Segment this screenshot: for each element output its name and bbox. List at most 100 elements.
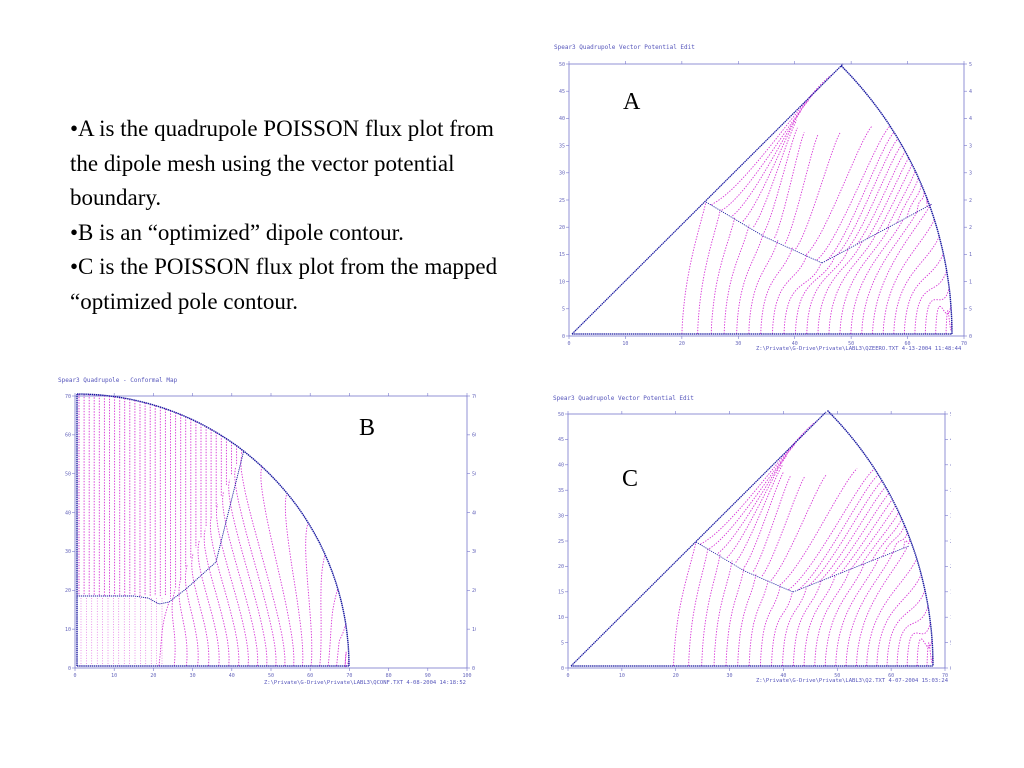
flux-line (748, 579, 769, 667)
flux-line (788, 468, 875, 591)
flux-line (736, 232, 765, 335)
flux-line (697, 209, 721, 335)
flux-line (735, 464, 784, 563)
y-tick-label: 15 (558, 590, 564, 596)
flux-line (222, 491, 259, 667)
flux-line (926, 642, 934, 667)
y-tick-label: 20 (65, 588, 71, 594)
flux-line (835, 557, 880, 667)
flux-line (784, 133, 819, 244)
flux-line (209, 516, 240, 667)
flux-line (935, 305, 952, 335)
flux-line (761, 476, 805, 577)
flux-line (336, 624, 347, 667)
y-tick-label-right: 40 (472, 510, 476, 516)
flux-line (742, 110, 802, 222)
flux-line (717, 444, 795, 554)
flux-line (681, 201, 707, 335)
flux-line (798, 474, 879, 591)
flux-line (708, 433, 806, 550)
flux-line (284, 492, 304, 667)
flux-line (713, 560, 733, 667)
flux-line (783, 262, 822, 335)
pole-contour (705, 201, 823, 264)
x-tick-label: 10 (622, 341, 628, 347)
flux-line (260, 466, 295, 667)
y-tick-label-right: 35 (969, 143, 972, 149)
flux-line (845, 552, 894, 667)
x-tick-label: 70 (346, 673, 352, 679)
y-tick-label-right: 10 (472, 627, 476, 633)
flux-line (240, 455, 286, 666)
flux-line (782, 586, 808, 667)
x-tick-label: 60 (905, 341, 911, 347)
y-tick-label: 30 (558, 513, 564, 519)
label-a: A (623, 89, 641, 115)
flux-line (234, 467, 277, 667)
flux-line (871, 518, 903, 561)
x-tick-label: 0 (567, 341, 570, 347)
x-tick-label: 20 (673, 673, 679, 679)
y-tick-label-right: 50 (950, 412, 951, 418)
flux-line (752, 475, 792, 572)
y-tick-label: 50 (559, 62, 565, 68)
pole-contour (77, 450, 245, 605)
x-tick-label: 30 (190, 673, 196, 679)
y-tick-label-right: 50 (472, 472, 476, 478)
flux-line (711, 73, 834, 206)
flux-line (305, 522, 313, 667)
y-tick-label: 35 (558, 488, 564, 494)
flux-line (710, 217, 736, 335)
y-tick-label-right: 35 (950, 488, 951, 494)
flux-line (327, 588, 339, 667)
x-tick-label: 10 (619, 673, 625, 679)
flux-line (763, 127, 798, 233)
flux-line (903, 253, 944, 335)
flux-line (836, 138, 899, 256)
y-tick-label-right: 30 (472, 549, 476, 555)
flux-line (744, 471, 785, 568)
x-tick-label: 70 (942, 673, 948, 679)
y-tick-label: 0 (561, 666, 564, 672)
flux-plot-a: 0102030405060700055101015152020252530303… (559, 61, 972, 347)
y-tick-label: 40 (559, 116, 565, 122)
y-tick-label-right: 15 (950, 590, 951, 596)
flux-line (158, 601, 170, 667)
y-tick-label-right: 15 (969, 252, 972, 258)
y-tick-label: 45 (559, 89, 565, 95)
x-tick-label: 80 (386, 673, 392, 679)
flux-line (893, 236, 940, 335)
flux-line (216, 504, 249, 667)
y-tick-label: 45 (558, 437, 564, 443)
flux-line (748, 239, 779, 335)
y-tick-label-right: 20 (969, 225, 972, 231)
flux-line (732, 99, 810, 217)
x-tick-label: 60 (307, 673, 313, 679)
flux-line (866, 558, 918, 667)
x-tick-label: 50 (848, 341, 854, 347)
y-tick-label: 25 (559, 198, 565, 204)
flux-line (892, 531, 908, 553)
flux-line (916, 638, 933, 667)
y-tick-label-right: 10 (950, 615, 951, 621)
flux-line (726, 455, 787, 559)
flux-line (896, 606, 929, 667)
x-tick-label: 30 (735, 341, 741, 347)
flux-line (861, 512, 900, 566)
panel-b-title: Spear3 Quadrupole - Conformal Map (58, 377, 178, 384)
flux-line (779, 468, 858, 586)
flux-line (882, 525, 905, 557)
y-tick-label-right: 20 (472, 588, 476, 594)
flux-line (906, 622, 931, 667)
flux-line (770, 474, 827, 581)
flux-line (876, 574, 922, 667)
panel-b-footer: Z:\Private\G-Drive\Private\LABL3\QCONF.T… (264, 680, 466, 686)
y-tick-label: 35 (559, 143, 565, 149)
panel-c: Spear3 Quadrupole Vector Potential Edit … (551, 394, 951, 688)
x-tick-label: 10 (111, 673, 117, 679)
y-tick-label: 50 (65, 472, 71, 478)
x-tick-label: 50 (268, 673, 274, 679)
y-tick-label-right: 0 (472, 666, 475, 672)
flux-line (814, 569, 851, 667)
flux-line (700, 420, 818, 545)
